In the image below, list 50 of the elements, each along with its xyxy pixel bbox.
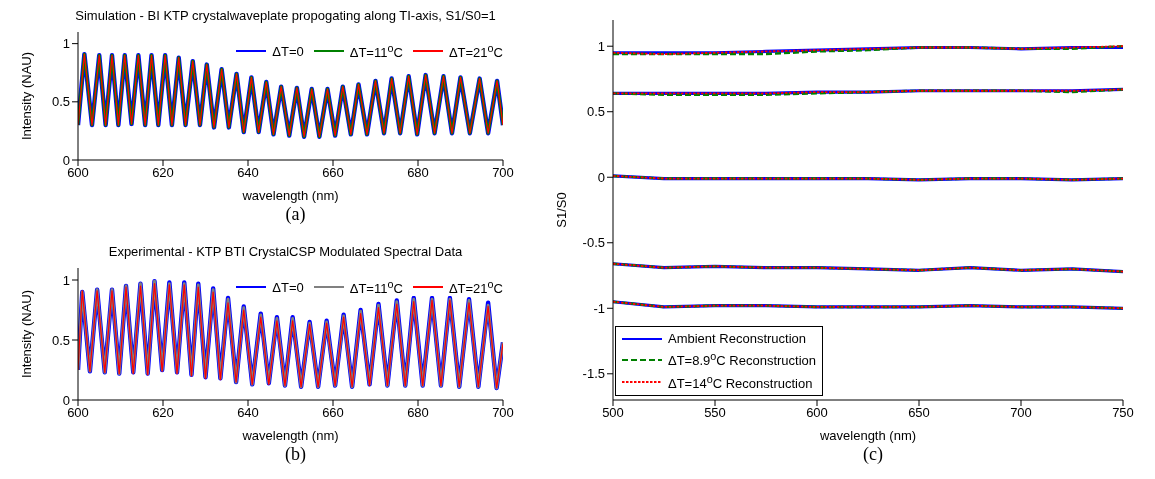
- x-tick-label: 680: [407, 165, 429, 181]
- legend-label: ΔT=11$^{o}$C: [349, 278, 403, 297]
- legend-label: ΔT=11$^{o}$C: [349, 42, 403, 61]
- y-tick-label: 1: [597, 38, 605, 54]
- x-tick-label: 680: [407, 405, 429, 421]
- y-tick-label: 1: [62, 36, 70, 52]
- x-tick-label: 750: [1112, 405, 1134, 421]
- y-tick-label: 0.5: [51, 94, 70, 110]
- chart-title: Experimental - KTP BTI CrystalCSP Modulated Spectral Data: [108, 244, 463, 259]
- y-tick-label: 0.5: [586, 104, 605, 120]
- x-tick-label: 640: [237, 165, 259, 181]
- legend-label: ΔT=21$^{o}$C: [448, 278, 503, 297]
- x-tick-label: 660: [322, 165, 344, 181]
- y-axis-title: S1/S0: [553, 192, 569, 228]
- legend-label: ΔT=0: [272, 43, 304, 59]
- y-tick-label: 0: [62, 152, 70, 168]
- x-tick-label: 650: [908, 405, 930, 421]
- x-tick-label: 700: [492, 405, 514, 421]
- x-tick-label: 600: [67, 165, 89, 181]
- x-tick-label: 660: [322, 405, 344, 421]
- x-tick-label: 640: [237, 405, 259, 421]
- x-tick-label: 500: [602, 405, 624, 421]
- text: (a): [285, 204, 306, 224]
- x-tick-label: 700: [1010, 405, 1032, 421]
- x-tick-label: 620: [152, 405, 174, 421]
- text: (c): [863, 444, 883, 464]
- y-tick-label: 0.5: [51, 332, 70, 348]
- y-axis-title: Intensity (NAU): [18, 289, 34, 379]
- legend-label: Ambient Reconstruction: [668, 331, 807, 347]
- x-tick-label: 620: [152, 165, 174, 181]
- x-tick-label: 600: [67, 405, 89, 421]
- y-tick-label: -1: [593, 300, 605, 316]
- y-axis-title: Intensity (NAU): [18, 51, 34, 141]
- y-tick-label: -1.5: [582, 366, 605, 382]
- x-axis-title: wavelength (nm): [241, 188, 339, 203]
- x-tick-label: 700: [492, 165, 514, 181]
- legend-label: ΔT=0: [272, 279, 304, 295]
- x-axis-title: wavelength (nm): [818, 428, 917, 443]
- x-axis-title: wavelength (nm): [241, 428, 339, 443]
- legend-label: ΔT=8.9$^{o}$C Reconstruction: [668, 350, 817, 369]
- chart-title: Simulation - BI KTP crystalwaveplate propogating along TI-axis, S1/S0=1: [75, 8, 496, 23]
- y-tick-label: 0: [597, 169, 605, 185]
- y-tick-label: 1: [62, 272, 70, 288]
- text: (b): [285, 444, 306, 464]
- y-tick-label: -0.5: [582, 235, 605, 251]
- x-tick-label: 600: [806, 405, 828, 421]
- legend-label: ΔT=21$^{o}$C: [448, 42, 503, 61]
- y-tick-label: 0: [62, 392, 70, 408]
- legend-label: ΔT=14$^{o}$C Reconstruction: [668, 372, 813, 391]
- x-tick-label: 550: [704, 405, 726, 421]
